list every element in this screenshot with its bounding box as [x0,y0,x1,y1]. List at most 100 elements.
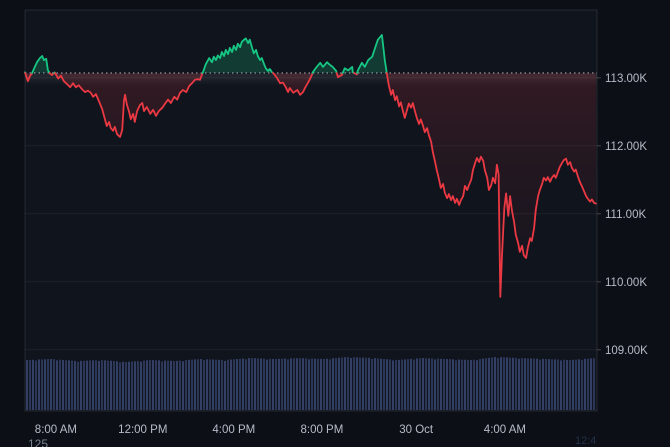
volume-bar [416,358,418,410]
volume-bar [368,357,370,410]
x-axis-label: 4:00 PM [212,424,255,436]
volume-bar [323,358,325,410]
volume-bar [101,360,103,410]
volume-bar [503,357,505,410]
volume-bar [275,358,277,410]
volume-bar [521,358,523,410]
volume-bar [245,359,247,410]
area-fill-down [386,73,596,297]
volume-bar [464,359,466,410]
pane-frame [24,9,598,412]
volume-bar [281,358,283,410]
volume-bar [167,360,169,410]
price-line-segment [341,66,356,74]
price-line-segment [201,37,274,74]
volume-bar [164,360,166,410]
volume-bar [83,360,85,410]
volume-bar [584,358,586,410]
volume-bar [182,361,184,410]
volume-bar [38,359,40,410]
volume-bar [35,360,37,410]
volume-bar [341,357,343,410]
volume-bar [215,359,217,410]
volume-bar [92,360,94,410]
volume-bar [494,357,496,410]
volume-bar [161,361,163,410]
volume-bar [290,358,292,410]
area-fill-down [55,73,203,137]
volume-bar [557,359,559,410]
clipped-text-bottom-left: 125 [28,437,49,447]
volume-bar [269,358,271,410]
volume-bar [206,359,208,410]
volume-bar [404,359,406,410]
volume-bar [320,358,322,410]
y-axis-label: 109.00K [605,345,648,357]
volume-bar [308,359,310,410]
volume-bar [548,359,550,410]
volume-bar [65,360,67,410]
volume-bar [125,362,127,410]
volume-bar [80,360,82,410]
volume-bar [380,358,382,410]
volume-bars [26,357,595,411]
volume-bar [371,358,373,410]
x-axis-labels: 8:00 AM 12:00 PM 4:00 PM 8:00 PM 30 Oct 4:00 … [35,424,526,436]
volume-bar [575,359,577,410]
volume-bar [587,358,589,410]
volume-bar [452,359,454,411]
volume-bar [563,359,565,410]
volume-bar [485,358,487,410]
volume-bar [32,359,34,410]
volume-bar [77,361,79,410]
volume-bar [155,360,157,410]
volume-bar [581,360,583,410]
volume-bar [272,359,274,410]
volume-bar [353,357,355,410]
volume-bar [296,358,298,410]
volume-bar [29,359,31,410]
area-fill-down [273,73,313,95]
volume-bar [407,359,409,410]
volume-bar [227,359,229,410]
volume-bar [122,361,124,410]
volume-bar [293,358,295,410]
volume-bar [431,358,433,410]
volume-bar [284,358,286,410]
area-fill-up [357,35,387,73]
volume-bar [476,360,478,410]
volume-bar [461,359,463,410]
volume-bar [239,358,241,411]
x-axis-label: 8:00 AM [35,424,77,436]
volume-bar [335,358,337,410]
volume-bar [26,360,28,410]
volume-bar [344,357,346,410]
volume-bar [413,359,415,410]
volume-bar [362,357,364,410]
volume-bar [536,358,538,410]
x-axis-label: 12:00 PM [118,424,167,436]
volume-bar [446,359,448,410]
volume-bar [392,360,394,410]
clipped-text-bottom-right: 12:4 [575,435,597,447]
volume-bar [152,360,154,410]
volume-bar [251,358,253,410]
volume-bar [131,361,133,410]
volume-bar [86,360,88,410]
volume-bar [248,358,250,410]
volume-bar [314,358,316,410]
volume-bar [59,359,61,410]
y-axis-label: 111.00K [605,209,646,221]
volume-bar [500,357,502,410]
volume-bar [218,359,220,410]
volume-bar [488,357,490,410]
volume-bar [539,359,541,410]
volume-bar [437,358,439,410]
volume-bar [467,359,469,410]
y-axis-labels: 113.00K 112.00K 111.00K 110.00K 109.00K [605,73,648,357]
volume-bar [428,358,430,410]
volume-bar [395,359,397,410]
volume-bar [41,359,43,410]
